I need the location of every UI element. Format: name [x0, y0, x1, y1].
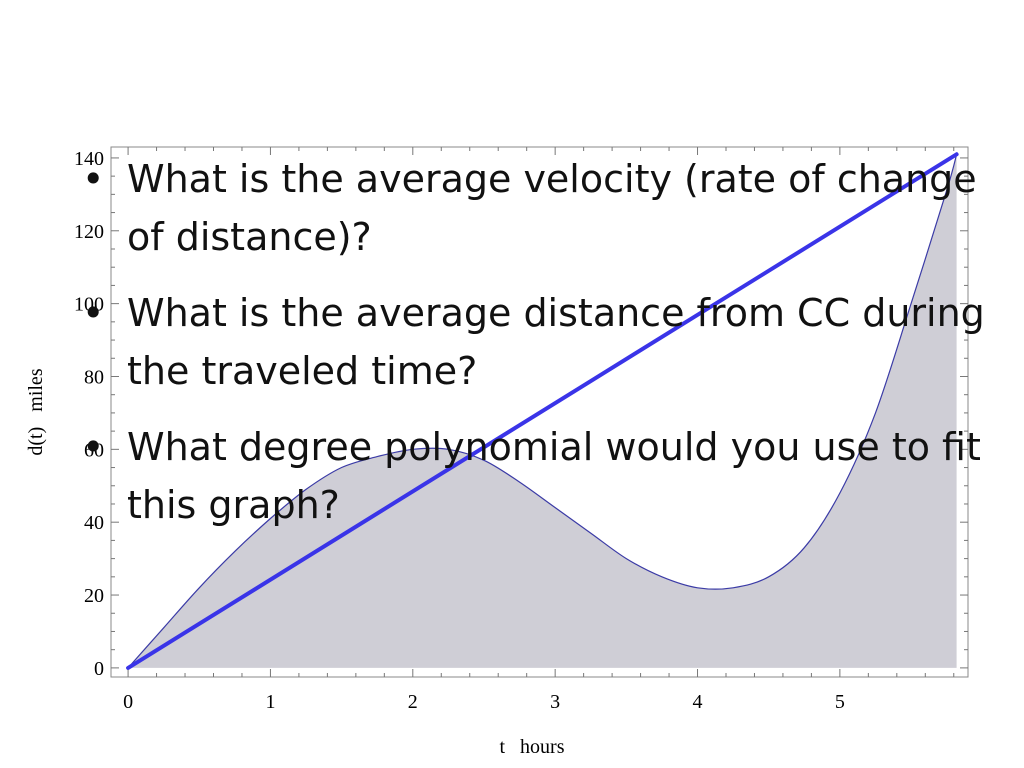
y-axis-title: d(t) miles	[25, 368, 47, 455]
distance-curve	[127, 154, 958, 669]
question-text: What is the average velocity (rate of ch…	[127, 157, 977, 259]
x-tick-label: 5	[835, 691, 845, 713]
x-tick-label: 3	[550, 691, 560, 713]
tick-layer	[111, 147, 968, 677]
question-item: • What is the average distance from CC d…	[82, 284, 1017, 400]
question-text: What degree polynomial would you use to …	[127, 425, 981, 527]
x-tick-label: 4	[693, 691, 703, 713]
y-tick-label: 40	[84, 512, 104, 534]
question-item: • What is the average velocity (rate of …	[82, 150, 1017, 266]
y-tick-label: 20	[84, 585, 104, 607]
y-tick-label: 60	[84, 439, 104, 461]
x-tick-label: 2	[408, 691, 418, 713]
y-tick-label: 100	[74, 294, 104, 316]
question-list: • What is the average velocity (rate of …	[82, 150, 1017, 552]
x-axis-title: t hours	[500, 736, 565, 758]
x-tick-label: 0	[123, 691, 133, 713]
y-tick-label: 80	[84, 366, 104, 388]
secant-line	[126, 152, 959, 670]
question-item: • What degree polynomial would you use t…	[82, 418, 1017, 534]
bullet-icon: •	[82, 157, 105, 201]
y-tick-label: 0	[94, 658, 104, 680]
y-tick-label: 120	[74, 221, 104, 243]
bullet-icon: •	[82, 425, 105, 469]
bullet-icon: •	[82, 291, 105, 335]
question-text: What is the average distance from CC dur…	[127, 291, 985, 393]
plot-frame	[110, 146, 969, 678]
x-tick-label: 1	[265, 691, 275, 713]
y-tick-label: 140	[74, 148, 104, 170]
curve-layer	[126, 152, 959, 670]
tick-label-layer: 0 1 2 3 4 5 0 20 40 60 80 100 120 140	[74, 148, 845, 713]
